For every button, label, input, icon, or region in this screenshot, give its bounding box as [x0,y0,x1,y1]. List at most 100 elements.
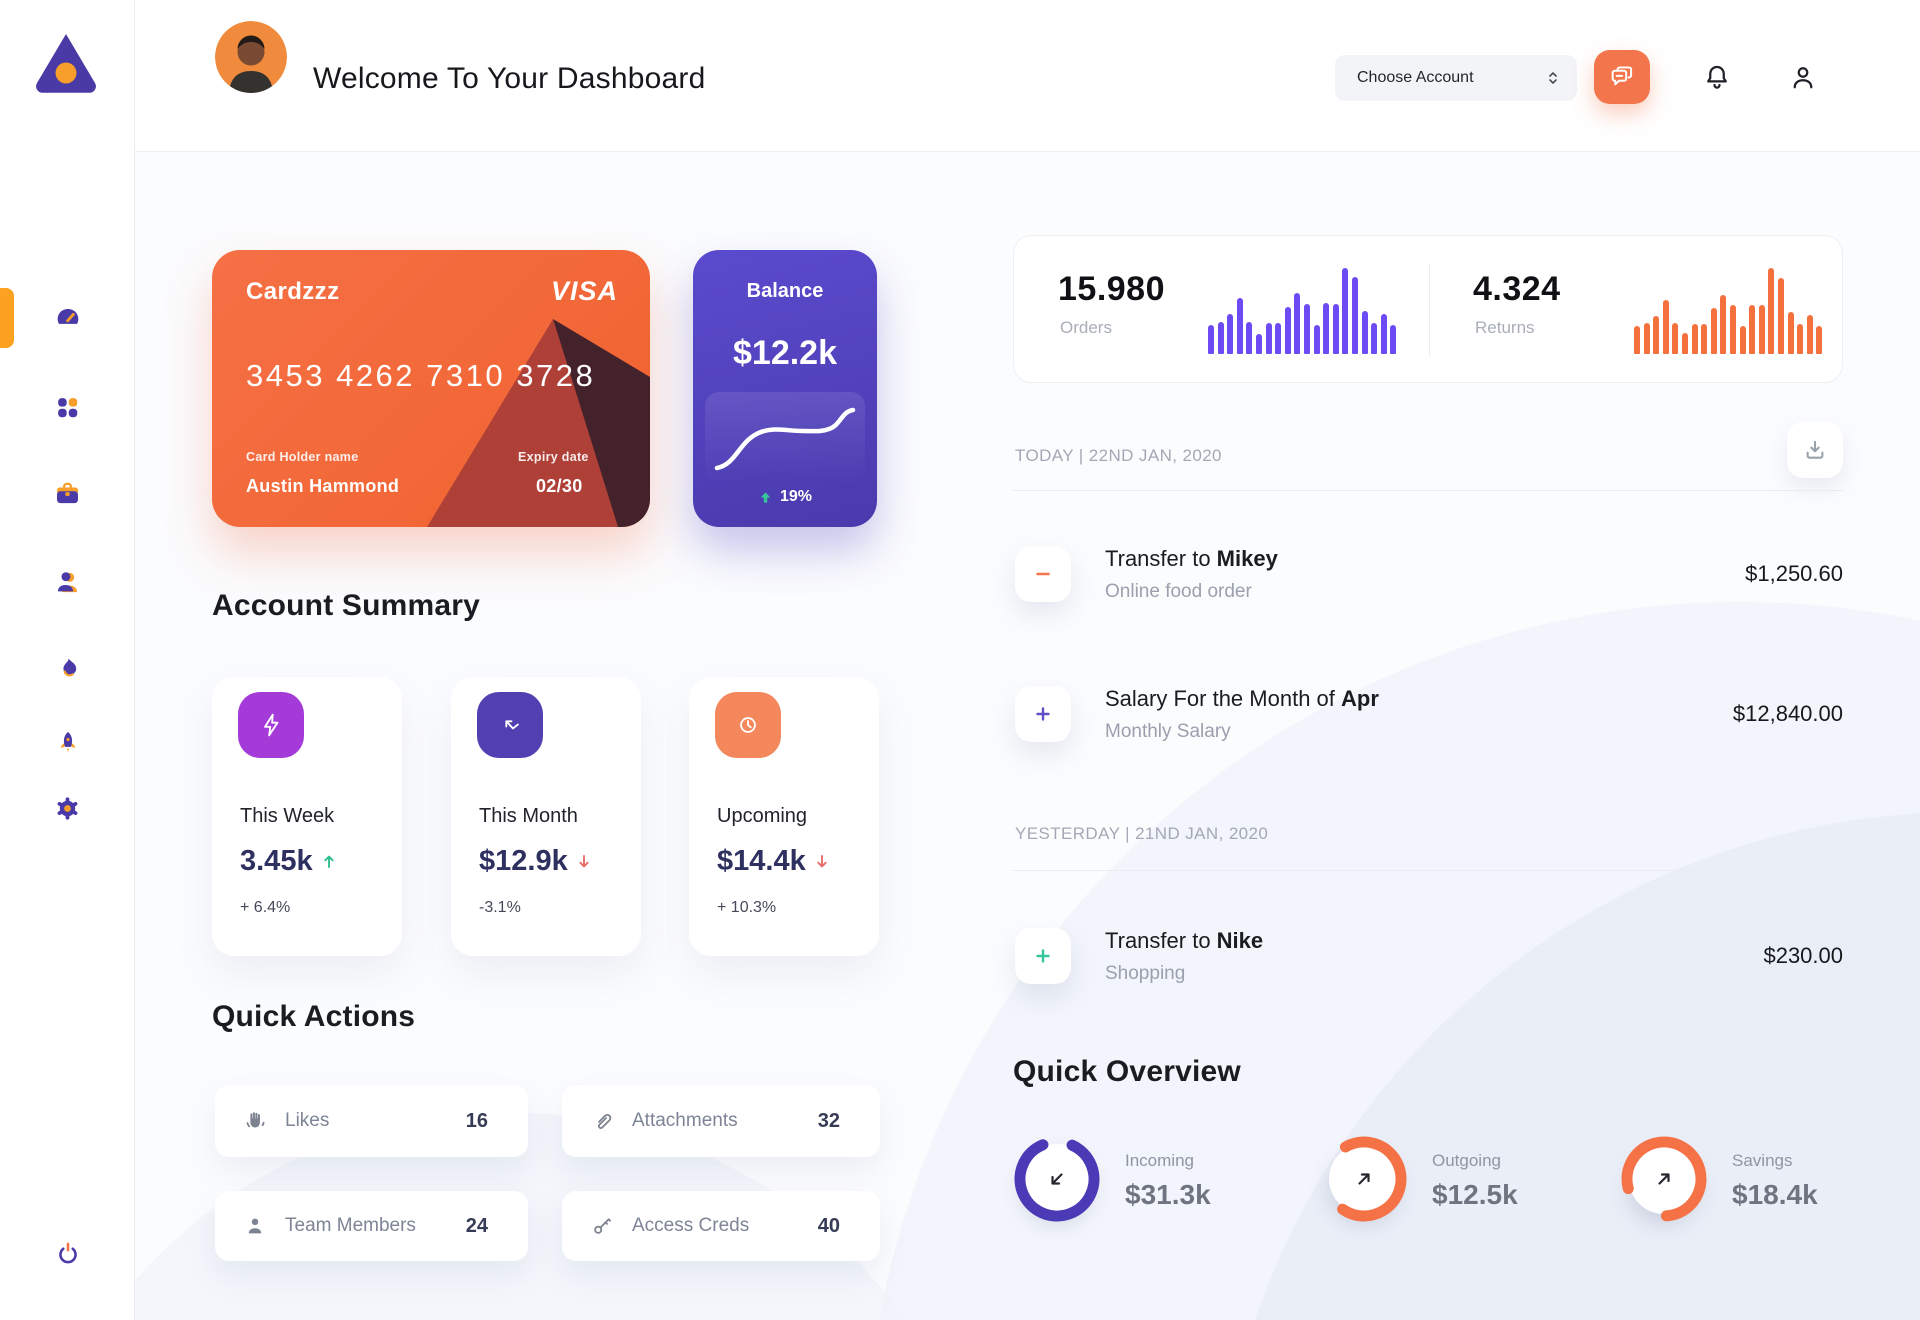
quick-action-count: 24 [465,1214,488,1237]
visa-logo: VISA [550,276,618,306]
sidebar-item-trending[interactable] [0,640,135,698]
balance-amount: $12.2k [733,334,837,372]
trend-down-icon [817,855,827,868]
header: Welcome To Your Dashboard Choose Account [135,0,1920,152]
sidebar [0,0,135,1320]
page-title: Welcome To Your Dashboard [313,62,706,95]
sidebar-item-dashboard[interactable] [0,289,135,347]
right-column: 15.980 Orders 4.324 Returns TODAY | 22ND… [1013,152,1843,1320]
download-button[interactable] [1787,422,1843,478]
chat-button[interactable] [1594,50,1650,104]
transaction-desc: Shopping [1105,962,1186,984]
incoming-donut [1013,1135,1101,1223]
chat-icon [1611,66,1633,86]
quick-action-likes[interactable]: Likes 16 [215,1085,528,1157]
summary-value: $12.9k [479,845,568,877]
quick-action-label: Attachments [632,1110,738,1131]
flame-icon [62,658,76,677]
savings-donut [1620,1135,1708,1223]
profile-button[interactable] [1783,58,1823,98]
overview-amount: $31.3k [1125,1179,1211,1210]
account-select[interactable]: Choose Account [1335,55,1577,101]
orders-value: 15.980 [1058,270,1165,308]
users-icon [57,571,78,592]
trend-up-icon [323,855,334,868]
divider [1013,870,1843,871]
logout-button[interactable] [0,1225,135,1283]
briefcase-icon [57,482,78,503]
quick-action-count: 40 [817,1214,840,1237]
profile-avatar[interactable] [215,21,287,93]
transaction-desc: Monthly Salary [1105,720,1231,742]
card-expiry: 02/30 [536,476,583,496]
quick-actions-title: Quick Actions [212,1000,416,1033]
summary-card-this-month: This Month $12.9k -3.1% [451,677,641,956]
rocket-icon [60,732,75,753]
sidebar-item-launch[interactable] [0,714,135,772]
transaction-row-nike[interactable]: Transfer to Nike Shopping $230.00 [1015,926,1843,986]
transaction-amount: $1,250.60 [1745,561,1843,586]
returns-bar-chart [1634,268,1826,354]
plus-icon [1015,928,1071,984]
account-summary-title: Account Summary [212,589,481,622]
summary-label: This Week [240,805,335,827]
wave-hand-icon [243,1109,267,1133]
notifications-button[interactable] [1697,58,1737,98]
minus-icon [1015,546,1071,602]
transaction-row-mikey[interactable]: Transfer to Mikey Online food order $1,2… [1015,544,1843,604]
arrow-up-right-icon [1658,1173,1670,1185]
clock-icon [715,692,781,758]
card-holder-name: Austin Hammond [246,476,400,496]
transaction-title: Transfer to Mikey [1105,545,1278,571]
transaction-title: Salary For the Month of Apr [1105,685,1379,711]
card-pyramid-art [427,319,650,527]
apps-grid-icon [58,397,78,417]
yesterday-date-label: YESTERDAY | 21ND JAN, 2020 [1015,824,1269,843]
sidebar-item-settings[interactable] [0,779,135,837]
summary-card-upcoming: Upcoming $14.4k + 10.3% [689,677,879,956]
quick-action-access-creds[interactable]: Access Creds 40 [562,1191,880,1261]
overview-savings: Savings $18.4k [1620,1135,1870,1235]
sidebar-item-people[interactable] [0,553,135,611]
arrow-down-left-icon [1051,1173,1063,1185]
card-number: 3453 4262 7310 3728 [246,358,596,393]
summary-label: This Month [479,805,578,827]
today-date-label: TODAY | 22ND JAN, 2020 [1015,446,1222,465]
overview-outgoing: Outgoing $12.5k [1320,1135,1570,1235]
transaction-amount: $12,840.00 [1732,701,1843,726]
summary-value: 3.45k [240,845,313,877]
account-select-value: Choose Account [1357,69,1474,86]
app-logo [28,26,104,102]
balance-sparkline [714,407,856,471]
overview-amount: $12.5k [1432,1179,1518,1210]
quick-action-count: 16 [465,1109,488,1132]
sidebar-item-work[interactable] [0,464,135,522]
lightning-icon [238,692,304,758]
transaction-row-salary[interactable]: Salary For the Month of Apr Monthly Sala… [1015,684,1843,744]
summary-value: $14.4k [717,845,806,877]
quick-action-label: Team Members [285,1215,416,1236]
chevron-up-down-icon [1549,72,1557,84]
up-arrow-icon [760,491,771,503]
summary-delta: -3.1% [479,899,521,916]
overview-label: Savings [1732,1151,1793,1170]
summary-delta: + 6.4% [240,899,291,916]
returns-label: Returns [1475,318,1535,337]
card-expiry-label: Expiry date [518,450,589,464]
summary-card-this-week: This Week 3.45k + 6.4% [212,677,402,956]
bank-card: Cardzzz VISA 3453 4262 7310 3728 Card Ho… [212,250,650,527]
overview-amount: $18.4k [1732,1179,1818,1210]
summary-delta: + 10.3% [717,899,777,916]
balance-change: 19% [779,488,813,505]
divider [1429,264,1430,356]
divider [1013,490,1843,491]
quick-action-team-members[interactable]: Team Members 24 [215,1191,528,1261]
quick-action-count: 32 [817,1109,840,1132]
sidebar-item-apps[interactable] [0,378,135,436]
balance-title: Balance [746,280,824,302]
balance-card: Balance $12.2k 19% [693,250,877,527]
quick-action-attachments[interactable]: Attachments 32 [562,1085,880,1157]
card-holder-label: Card Holder name [246,450,359,464]
card-name: Cardzzz [246,278,340,305]
quick-action-label: Likes [285,1110,330,1131]
